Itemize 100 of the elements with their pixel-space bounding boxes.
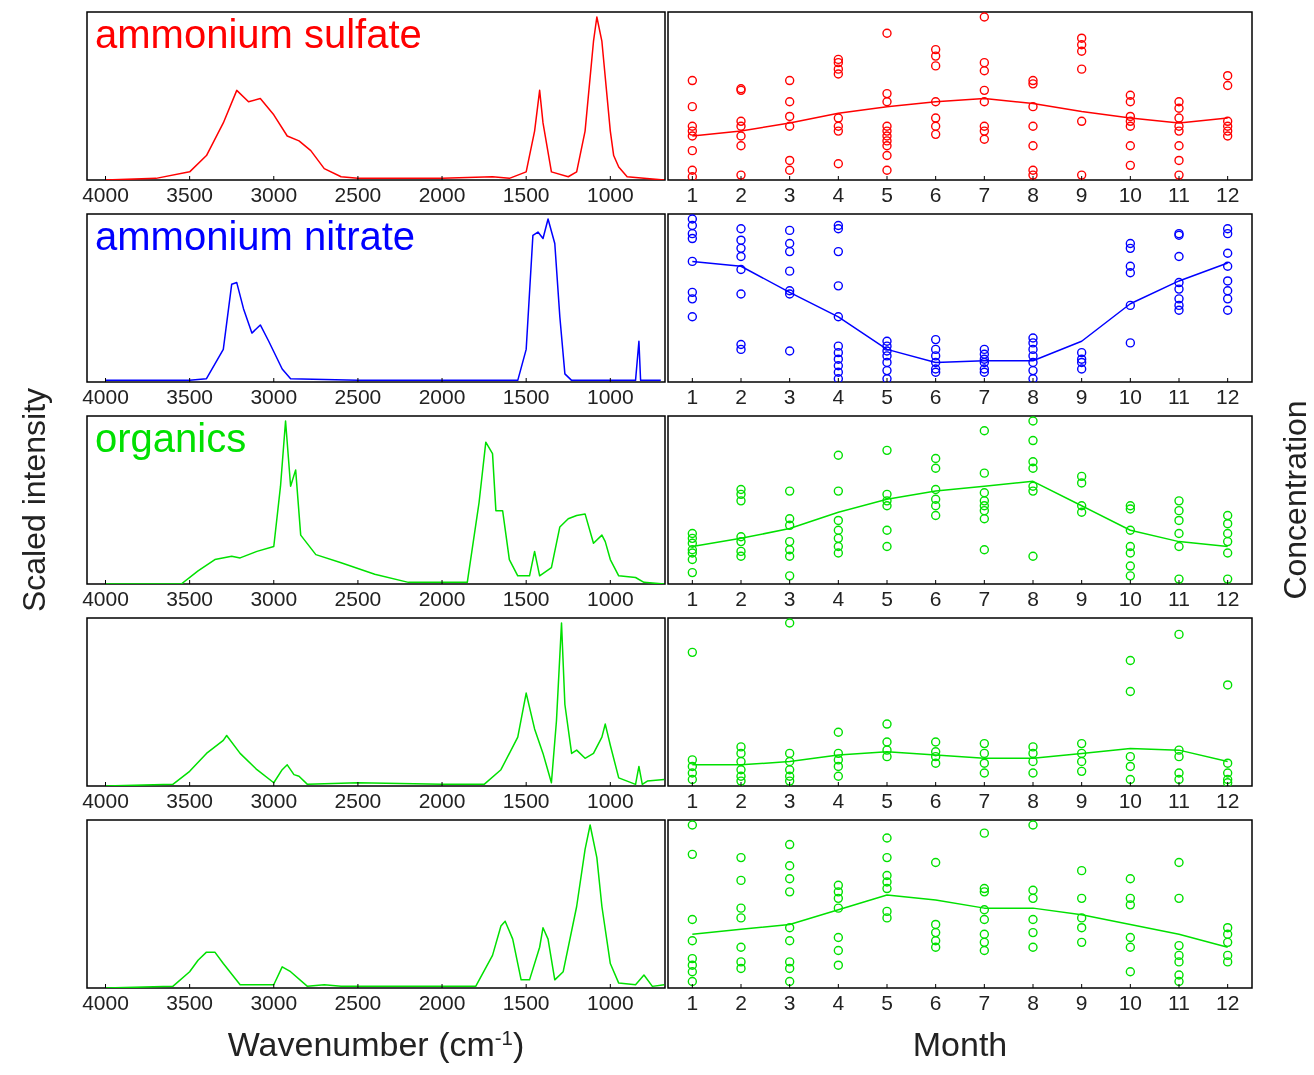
x-tick-label: 4 — [832, 991, 845, 1014]
x-tick-label: 1000 — [586, 385, 634, 408]
x-tick-label: 10 — [1118, 587, 1143, 610]
x-tick-label: 6 — [929, 587, 942, 610]
x-tick-label: 2500 — [334, 991, 382, 1014]
x-tick-label: 12 — [1215, 587, 1240, 610]
x-tick-label: 1000 — [586, 991, 634, 1014]
x-tick-label: 1 — [686, 385, 699, 408]
chart-title: ammonium sulfate — [95, 12, 422, 56]
point — [833, 748, 844, 759]
point — [784, 756, 795, 767]
x-axis-title: Month — [912, 1025, 1008, 1063]
x-tick-label: 4000 — [82, 385, 129, 408]
x-tick-label: 2500 — [334, 789, 382, 812]
point — [1174, 629, 1184, 640]
x-tick-label: 9 — [1075, 385, 1088, 408]
x-tick-label: 3000 — [250, 385, 298, 408]
point — [736, 742, 746, 752]
x-tick-label: 6 — [929, 183, 942, 206]
x-tick-label: 5 — [881, 789, 893, 812]
point — [979, 738, 990, 749]
x-tick-label: 2000 — [418, 991, 466, 1014]
x-tick-label: 3 — [783, 587, 796, 610]
chart-title: organics — [95, 416, 247, 460]
x-tick-label: 1 — [686, 991, 699, 1014]
x-tick-label: 10 — [1118, 991, 1143, 1014]
x-tick-label: 12 — [1215, 183, 1240, 206]
x-tick-label: 2000 — [418, 385, 466, 408]
x-tick-label: 5 — [881, 587, 893, 610]
point — [784, 618, 795, 628]
x-tick-label: 3000 — [250, 183, 298, 206]
point — [833, 727, 844, 737]
point — [1028, 742, 1038, 752]
x-tick-label: 9 — [1075, 183, 1088, 206]
chart-title: ammonium nitrate — [95, 214, 416, 258]
x-tick-label: 8 — [1027, 587, 1039, 610]
x-tick-label: 6 — [929, 789, 942, 812]
x-tick-label: 4 — [832, 587, 845, 610]
point — [687, 755, 698, 765]
point — [1222, 778, 1233, 786]
x-tick-label: 2 — [735, 991, 747, 1014]
point — [687, 647, 698, 658]
x-tick-label: 7 — [978, 183, 991, 206]
x-tick-label: 11 — [1168, 587, 1190, 610]
x-tick-label: 2000 — [418, 587, 466, 610]
x-tick-label: 3000 — [250, 789, 298, 812]
point — [687, 768, 698, 778]
x-tick-label: 3 — [783, 385, 796, 408]
x-tick-label: 1500 — [502, 183, 550, 206]
point — [687, 774, 698, 785]
point — [1174, 774, 1184, 785]
x-tick-label: 4 — [832, 183, 845, 206]
point — [930, 758, 941, 768]
point — [736, 776, 746, 786]
point — [930, 751, 941, 762]
point — [1174, 751, 1184, 762]
x-tick-label: 5 — [881, 991, 893, 1014]
point — [687, 761, 698, 772]
x-tick-label: 4 — [832, 789, 845, 812]
x-tick-label: 8 — [1027, 385, 1039, 408]
point — [1028, 748, 1038, 759]
point — [736, 771, 746, 781]
x-tick-label: 2500 — [334, 587, 382, 610]
x-tick-label: 2500 — [334, 183, 382, 206]
x-tick-label: 11 — [1168, 789, 1190, 812]
x-tick-label: 6 — [929, 991, 942, 1014]
point — [1028, 768, 1038, 778]
x-tick-label: 5 — [881, 385, 893, 408]
x-tick-label: 3000 — [250, 587, 298, 610]
x-tick-label: 1 — [686, 587, 699, 610]
x-tick-label: 3 — [783, 991, 796, 1014]
x-tick-label: 4 — [832, 385, 845, 408]
x-tick-label: 11 — [1168, 991, 1190, 1014]
point — [930, 737, 941, 747]
x-tick-label: 5 — [881, 183, 893, 206]
x-tick-label: 12 — [1215, 385, 1240, 408]
y-axis-title: Concentration — [1277, 400, 1313, 600]
x-tick-label: 2 — [735, 587, 747, 610]
x-tick-label: 10 — [1118, 385, 1143, 408]
point — [1125, 686, 1136, 697]
x-tick-label: 6 — [929, 385, 942, 408]
x-tick-label: 2000 — [418, 789, 466, 812]
x-tick-label: 1000 — [586, 183, 634, 206]
x-tick-label: 4000 — [82, 991, 129, 1014]
x-tick-label: 8 — [1027, 991, 1039, 1014]
x-axis-title: Wavenumber (cm$^{-1}$) — [227, 1025, 525, 1063]
point — [1076, 766, 1087, 777]
x-tick-label: 3 — [783, 789, 796, 812]
x-tick-label: 7 — [978, 789, 991, 812]
point — [1125, 774, 1136, 785]
x-tick-label: 10 — [1118, 183, 1143, 206]
x-tick-label: 9 — [1075, 789, 1088, 812]
point — [1174, 768, 1184, 778]
x-tick-label: 4000 — [82, 587, 129, 610]
x-tick-label: 1500 — [502, 385, 550, 408]
point — [979, 748, 990, 759]
x-tick-label: 12 — [1215, 789, 1240, 812]
point — [1222, 680, 1233, 690]
x-tick-label: 4000 — [82, 789, 129, 812]
x-tick-label: 1 — [686, 789, 699, 812]
